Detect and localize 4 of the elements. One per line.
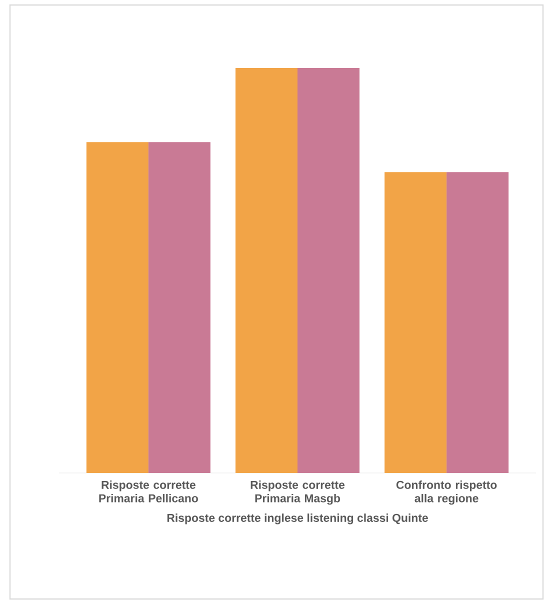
x-tick-label: Confronto rispetto alla regione xyxy=(396,480,497,505)
x-tick-label: Risposte corrette Primaria Pellicano xyxy=(99,480,198,502)
x-axis-title: Risposte corrette inglese listening classi Quinte xyxy=(167,514,428,524)
x-tick-label: Risposte corrette Primaria Masgb xyxy=(250,480,345,505)
